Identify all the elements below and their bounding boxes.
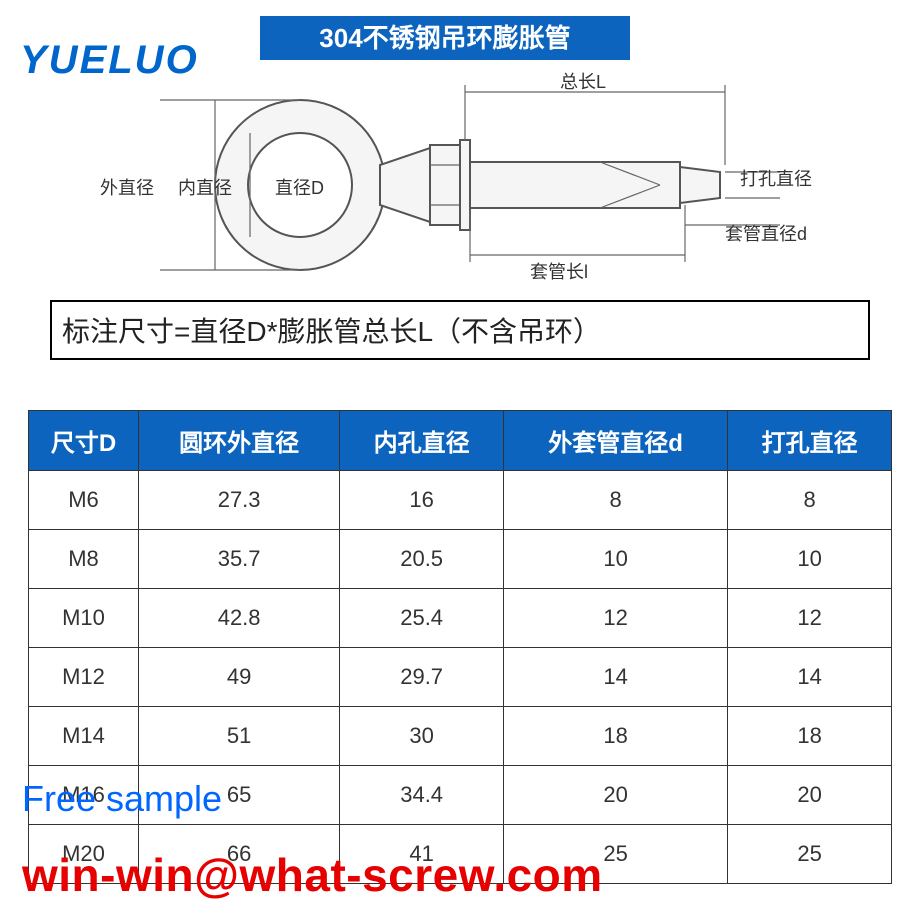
- label-drill-dia: 打孔直径: [740, 165, 812, 191]
- table-cell: 29.7: [340, 648, 504, 707]
- table-cell: 14: [504, 648, 728, 707]
- table-row: M835.720.51010: [29, 530, 892, 589]
- table-cell: M8: [29, 530, 139, 589]
- table-row: M627.31688: [29, 471, 892, 530]
- table-row: M124929.71414: [29, 648, 892, 707]
- table-cell: 18: [728, 707, 892, 766]
- table-cell: 8: [504, 471, 728, 530]
- product-title: 304不锈钢吊环膨胀管: [260, 16, 630, 60]
- table-cell: 25.4: [340, 589, 504, 648]
- table-header-cell: 尺寸D: [29, 411, 139, 471]
- table-cell: 16: [340, 471, 504, 530]
- table-cell: M10: [29, 589, 139, 648]
- label-outer-dia: 外直径: [100, 174, 154, 200]
- contact-email-overlay: win-win@what-screw.com: [22, 848, 603, 902]
- table-cell: 30: [340, 707, 504, 766]
- table-header-cell: 圆环外直径: [139, 411, 340, 471]
- table-cell: 14: [728, 648, 892, 707]
- table-cell: 20.5: [340, 530, 504, 589]
- free-sample-overlay: Free sample: [22, 778, 222, 820]
- table-cell: M6: [29, 471, 139, 530]
- table-header-cell: 内孔直径: [340, 411, 504, 471]
- table-cell: 12: [728, 589, 892, 648]
- table-cell: 27.3: [139, 471, 340, 530]
- label-sleeve-dia: 套管直径d: [725, 220, 807, 246]
- table-cell: 51: [139, 707, 340, 766]
- table-row: M1451301818: [29, 707, 892, 766]
- table-cell: 8: [728, 471, 892, 530]
- label-dia-d: 直径D: [275, 174, 324, 200]
- dimension-note: 标注尺寸=直径D*膨胀管总长L（不含吊环）: [50, 300, 870, 360]
- table-cell: 42.8: [139, 589, 340, 648]
- table-cell: 12: [504, 589, 728, 648]
- table-cell: M12: [29, 648, 139, 707]
- table-cell: 20: [728, 766, 892, 825]
- table-cell: 49: [139, 648, 340, 707]
- technical-diagram: 外直径 内直径 直径D 总长L 套管长l 打孔直径 套管直径d: [100, 70, 820, 295]
- table-cell: 20: [504, 766, 728, 825]
- table-cell: M14: [29, 707, 139, 766]
- table-cell: 10: [504, 530, 728, 589]
- table-header-cell: 打孔直径: [728, 411, 892, 471]
- table-header-row: 尺寸D圆环外直径内孔直径外套管直径d打孔直径: [29, 411, 892, 471]
- table-row: M1042.825.41212: [29, 589, 892, 648]
- table-cell: 18: [504, 707, 728, 766]
- label-inner-dia: 内直径: [178, 174, 232, 200]
- table-cell: 35.7: [139, 530, 340, 589]
- table-cell: 10: [728, 530, 892, 589]
- table-cell: 25: [728, 825, 892, 884]
- label-total-len: 总长L: [560, 68, 606, 94]
- label-sleeve-len: 套管长l: [530, 258, 588, 284]
- table-cell: 34.4: [340, 766, 504, 825]
- table-header-cell: 外套管直径d: [504, 411, 728, 471]
